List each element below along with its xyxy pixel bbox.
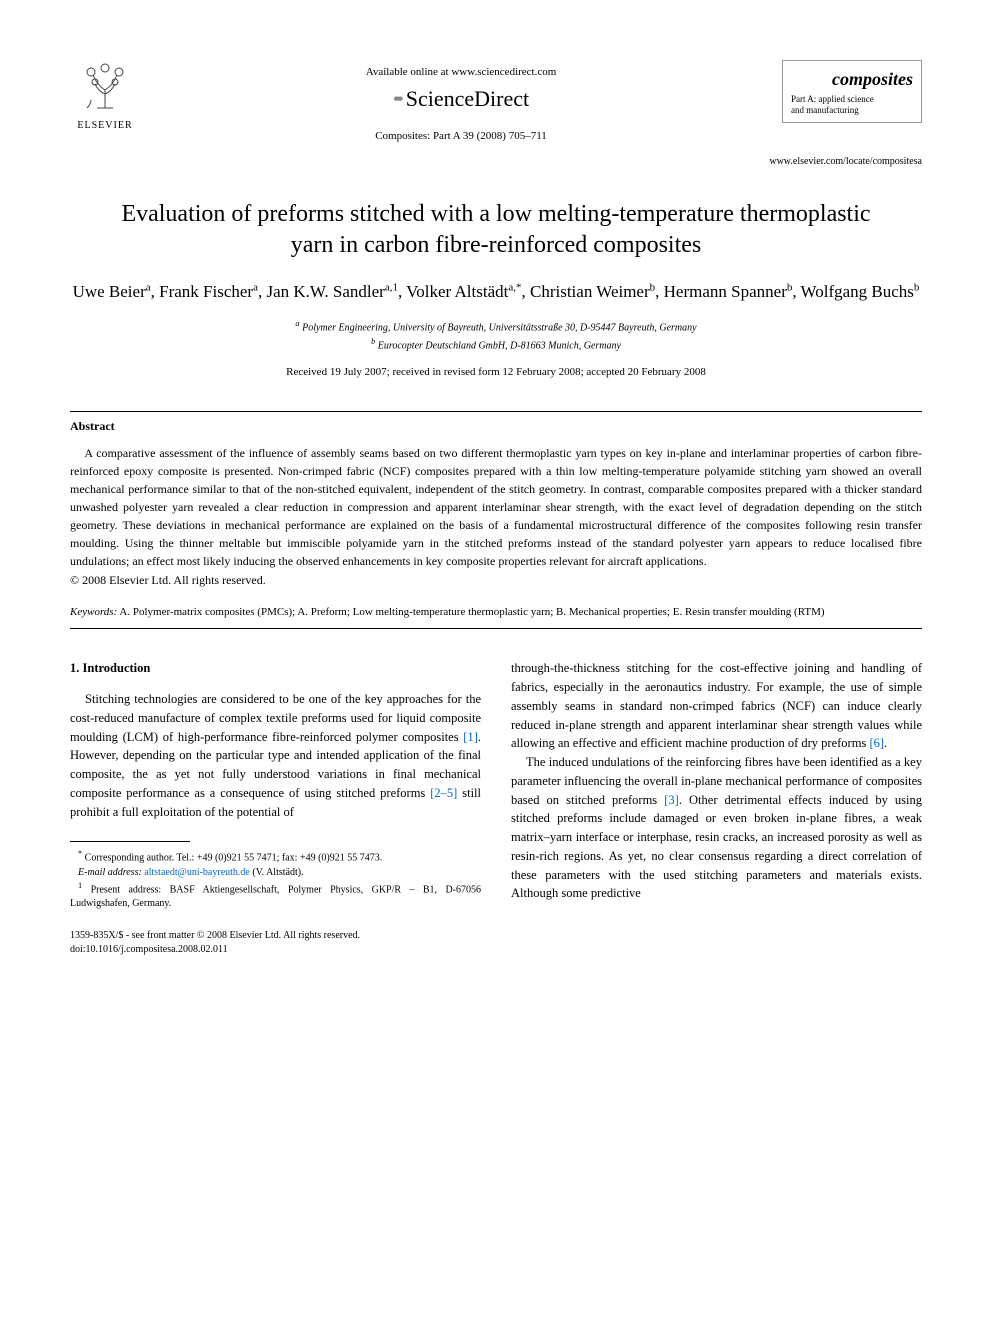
right-para-2: The induced undulations of the reinforci… xyxy=(511,753,922,903)
email-label: E-mail address: xyxy=(78,867,142,878)
footnote-corresponding: * Corresponding author. Tel.: +49 (0)921… xyxy=(70,848,481,865)
affiliations: a Polymer Engineering, University of Bay… xyxy=(70,318,922,353)
right-para-1: through-the-thickness stitching for the … xyxy=(511,659,922,753)
email-link[interactable]: altstaedt@uni-bayreuth.de xyxy=(144,867,250,878)
text-run: Stitching technologies are considered to… xyxy=(70,692,481,744)
journal-reference: Composites: Part A 39 (2008) 705–711 xyxy=(140,129,782,144)
divider-bottom xyxy=(70,628,922,629)
section-heading: 1. Introduction xyxy=(70,659,481,678)
abstract-label: Abstract xyxy=(70,418,922,435)
doi-line: doi:10.1016/j.compositesa.2008.02.011 xyxy=(70,943,481,957)
ref-link-3[interactable]: [3] xyxy=(664,793,679,807)
left-para-1: Stitching technologies are considered to… xyxy=(70,690,481,821)
issn-line: 1359-835X/$ - see front matter © 2008 El… xyxy=(70,929,481,943)
center-header: Available online at www.sciencedirect.co… xyxy=(140,60,782,145)
publisher-logo: ELSEVIER xyxy=(70,60,140,133)
footnote-corresponding-text: Corresponding author. Tel.: +49 (0)921 5… xyxy=(85,853,383,864)
keywords-block: Keywords: A. Polymer-matrix composites (… xyxy=(70,605,922,620)
elsevier-tree-icon xyxy=(70,60,140,117)
available-online-text: Available online at www.sciencedirect.co… xyxy=(140,65,782,80)
bottom-meta: 1359-835X/$ - see front matter © 2008 El… xyxy=(70,929,481,957)
journal-logo-sub2: and manufacturing xyxy=(791,105,913,116)
text-run: . xyxy=(884,736,887,750)
keywords-text: A. Polymer-matrix composites (PMCs); A. … xyxy=(119,606,824,618)
header-row: ELSEVIER Available online at www.science… xyxy=(70,60,922,145)
ref-link-6[interactable]: [6] xyxy=(869,736,884,750)
platform-name: ScienceDirect xyxy=(406,84,529,115)
journal-cover-box: composites Part A: applied science and m… xyxy=(782,60,922,123)
footnote-present-address: 1 Present address: BASF Aktiengesellscha… xyxy=(70,880,481,911)
affiliation-a: a Polymer Engineering, University of Bay… xyxy=(70,318,922,335)
abstract-copyright: © 2008 Elsevier Ltd. All rights reserved… xyxy=(70,572,922,589)
body-columns: 1. Introduction Stitching technologies a… xyxy=(70,659,922,957)
publisher-name: ELSEVIER xyxy=(70,119,140,133)
affiliation-b: b Eurocopter Deutschland GmbH, D-81663 M… xyxy=(70,336,922,353)
section-number: 1. xyxy=(70,661,79,675)
footnote-email: E-mail address: altstaedt@uni-bayreuth.d… xyxy=(70,866,481,880)
journal-url[interactable]: www.elsevier.com/locate/compositesa xyxy=(70,155,922,169)
platform-logo: ••• ScienceDirect xyxy=(393,84,529,115)
page-container: ELSEVIER Available online at www.science… xyxy=(0,0,992,997)
authors-list: Uwe Beiera, Frank Fischera, Jan K.W. San… xyxy=(70,279,922,305)
text-run: through-the-thickness stitching for the … xyxy=(511,661,922,750)
article-dates: Received 19 July 2007; received in revis… xyxy=(70,365,922,380)
present-address-text: Present address: BASF Aktiengesellschaft… xyxy=(70,884,481,909)
section-title: Introduction xyxy=(83,661,151,675)
ref-link-2-5[interactable]: [2–5] xyxy=(430,786,457,800)
text-run: . Other detrimental effects induced by u… xyxy=(511,793,922,901)
left-column: 1. Introduction Stitching technologies a… xyxy=(70,659,481,957)
footnote-separator xyxy=(70,841,190,842)
affiliation-b-text: Eurocopter Deutschland GmbH, D-81663 Mun… xyxy=(378,340,621,351)
journal-logo-block: composites Part A: applied science and m… xyxy=(782,60,922,123)
divider-top xyxy=(70,411,922,412)
sciencedirect-icon: ••• xyxy=(393,87,400,112)
right-column: through-the-thickness stitching for the … xyxy=(511,659,922,957)
journal-logo-title: composites xyxy=(791,67,913,92)
journal-logo-sub1: Part A: applied science xyxy=(791,94,913,105)
ref-link-1[interactable]: [1] xyxy=(463,730,478,744)
abstract-text: A comparative assessment of the influenc… xyxy=(70,444,922,570)
affiliation-a-text: Polymer Engineering, University of Bayre… xyxy=(302,323,696,334)
article-title: Evaluation of preforms stitched with a l… xyxy=(110,199,882,261)
footnotes: * Corresponding author. Tel.: +49 (0)921… xyxy=(70,848,481,911)
keywords-label: Keywords: xyxy=(70,606,117,618)
email-person: (V. Altstädt). xyxy=(252,867,303,878)
